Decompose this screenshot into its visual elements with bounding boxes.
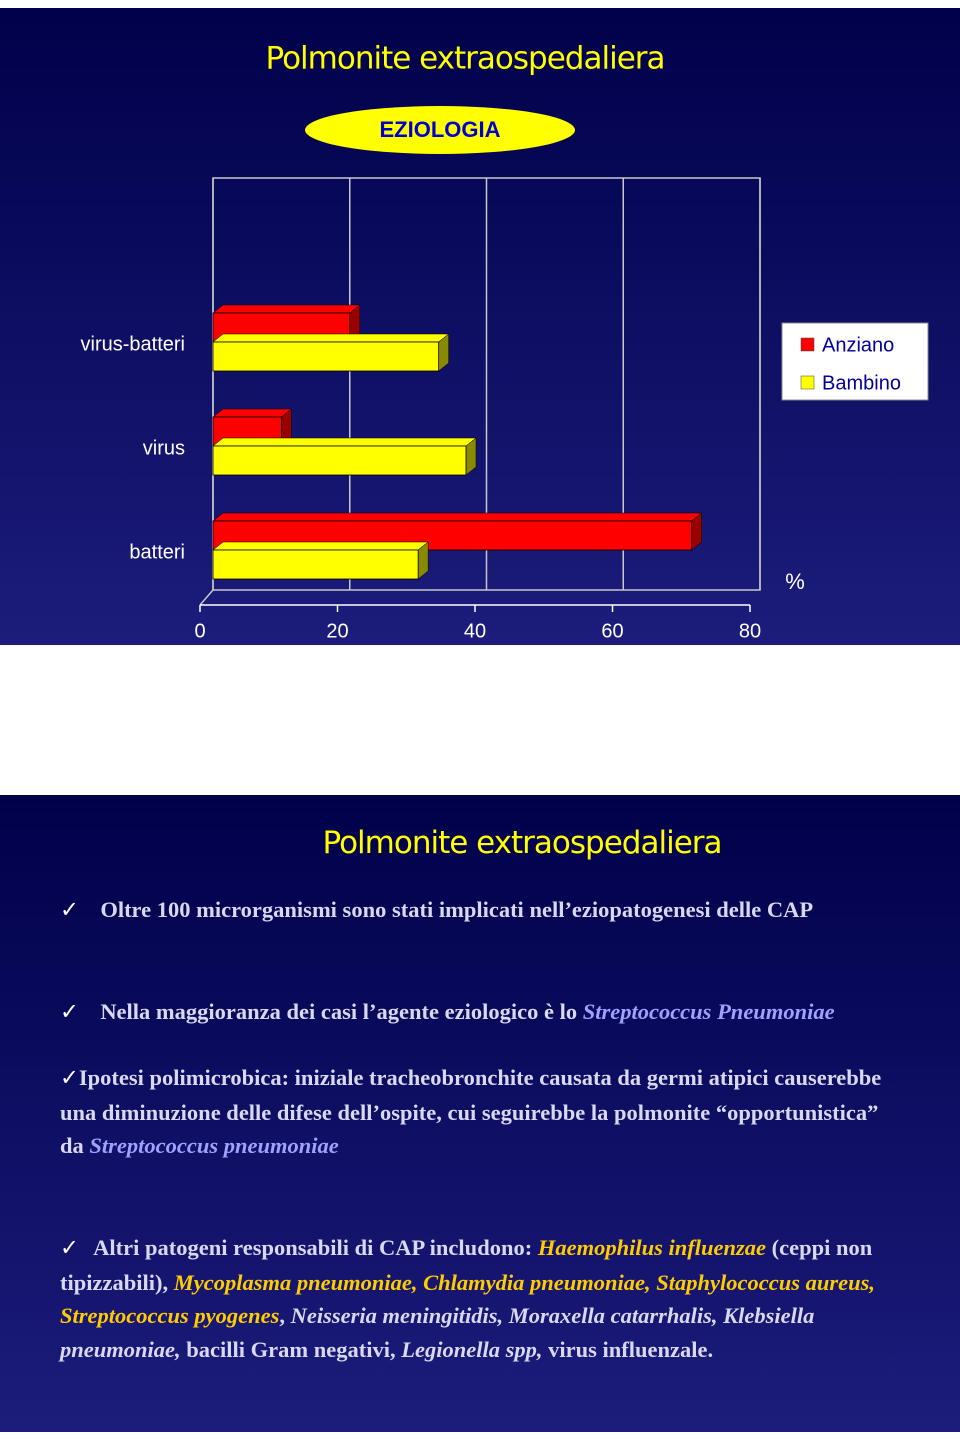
paragraph: ✓Ipotesi polimicrobica: iniziale tracheo…	[60, 1061, 905, 1163]
badge-text: EZIOLOGIA	[380, 117, 501, 142]
text-run: (ceppi non tipizzabili),	[60, 1235, 873, 1295]
bar-top	[212, 541, 429, 551]
legend-label: Bambino	[822, 372, 901, 394]
text-run: Haemophilus influenzae	[537, 1235, 767, 1260]
paragraph: ✓ Altri patogeni responsabili di CAP inc…	[60, 1231, 905, 1366]
y-tick-label: virus	[143, 437, 185, 459]
legend-swatch	[800, 375, 815, 390]
chart: Polmonite extraospedaliera EZIOLOGIA 0 20…	[81, 41, 929, 642]
slide-text: Polmonite extraospedaliera ✓ Oltre 100 m…	[0, 795, 960, 1432]
bar-top	[212, 304, 361, 314]
legend-swatch	[800, 337, 815, 352]
text-run: Altri patogeni responsabili di CAP inclu…	[93, 1235, 538, 1260]
bar-top	[212, 437, 477, 447]
badge-shape	[305, 106, 575, 154]
legend-label: Anziano	[822, 334, 894, 356]
text-run: ,	[279, 1303, 291, 1328]
y-tick-label: virus-batteri	[81, 333, 185, 355]
checkmark: ✓	[60, 999, 101, 1025]
text-run: Nella maggioranza dei casi l’agente ezio…	[100, 999, 583, 1024]
paragraph: ✓ Oltre 100 microrganismi sono stati imp…	[60, 893, 905, 928]
x-tick-label: 20	[326, 620, 348, 642]
x-tick-label: 40	[464, 620, 486, 642]
slide-title: Polmonite extraospedaliera	[322, 825, 722, 861]
checkmark: ✓	[60, 1065, 79, 1091]
slide-chart: Polmonite extraospedaliera EZIOLOGIA 0 20…	[0, 8, 960, 645]
text-run: virus influenzale.	[542, 1336, 714, 1362]
text-run: Streptococcus pneumoniae	[89, 1133, 339, 1158]
text-run: Mycoplasma pneumoniae, Chlamydia pneumon…	[60, 1269, 876, 1329]
bar-top	[212, 333, 450, 343]
bar	[212, 445, 467, 476]
text-run: Legionella spp,	[401, 1336, 543, 1362]
text-run: Oltre 100 microrganismi sono stati impli…	[100, 897, 814, 922]
x-tick-label: 0	[194, 620, 205, 642]
paragraph: ✓ Nella maggioranza dei casi l’agente ez…	[60, 995, 905, 1030]
x-axis-label: %	[785, 569, 805, 594]
slide-title: Polmonite extraospedaliera	[265, 41, 664, 77]
checkmark: ✓	[60, 1235, 94, 1261]
bar	[212, 341, 440, 372]
bar-top	[212, 512, 703, 522]
bar	[212, 549, 419, 580]
text-run: bacilli Gram negativi,	[180, 1336, 402, 1362]
text-run: Neisseria meningitidis, Moraxella catarr…	[60, 1303, 815, 1362]
text-run: Ipotesi polimicrobica: iniziale tracheob…	[60, 1065, 882, 1158]
checkmark: ✓	[60, 897, 101, 923]
text-run: Streptococcus Pneumoniae	[582, 999, 835, 1024]
bar-top	[212, 408, 293, 418]
floor-edge	[199, 589, 214, 606]
y-tick-label: batteri	[129, 541, 185, 563]
x-tick-label: 80	[739, 620, 761, 642]
x-tick-label: 60	[601, 620, 623, 642]
